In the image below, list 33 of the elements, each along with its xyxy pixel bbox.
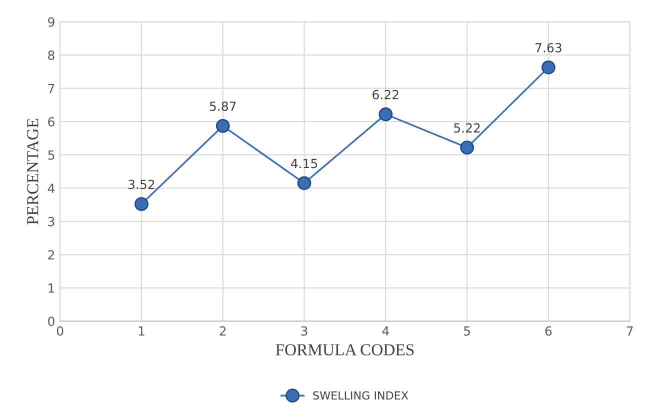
data-label: 3.52: [128, 180, 154, 190]
x-tick-label: 7: [626, 326, 633, 336]
point: [378, 107, 393, 122]
point: [297, 176, 312, 190]
y-axis-title: PERCENTAGE: [27, 118, 38, 225]
point: [542, 60, 556, 74]
x-tick-label: 1: [138, 326, 144, 336]
y-tick-label: 0: [48, 316, 54, 326]
point: [460, 140, 474, 154]
y-tick-label: 5: [48, 150, 54, 160]
x-axis-title: FORMULA CODES: [276, 344, 414, 356]
y-tick-label: 8: [48, 50, 54, 60]
x-tick-label: 4: [382, 326, 389, 336]
y-tick-label: 1: [48, 284, 54, 293]
data-label: 6.22: [372, 90, 398, 100]
x-tick-label: 2: [220, 326, 226, 336]
data-label: 7.63: [536, 43, 562, 52]
x-tick-label: 0: [56, 326, 64, 336]
legend-label: SWELLING INDEX: [313, 391, 408, 400]
data-label: 5.87: [210, 102, 236, 112]
point: [134, 197, 148, 212]
y-tick-label: 3: [48, 216, 54, 226]
y-tick-label: 2: [48, 250, 54, 260]
y-tick-label: 4: [48, 184, 55, 193]
y-tick-label: 9: [48, 17, 54, 27]
data-label: 5.22: [454, 123, 480, 133]
point: [216, 118, 230, 133]
y-tick-label: 7: [48, 84, 54, 94]
data-label: 4.15: [290, 158, 318, 168]
x-tick-label: 6: [545, 326, 552, 336]
y-tick-label: 6: [48, 117, 54, 127]
x-tick-label: 5: [464, 326, 470, 336]
x-tick-label: 3: [301, 326, 308, 336]
